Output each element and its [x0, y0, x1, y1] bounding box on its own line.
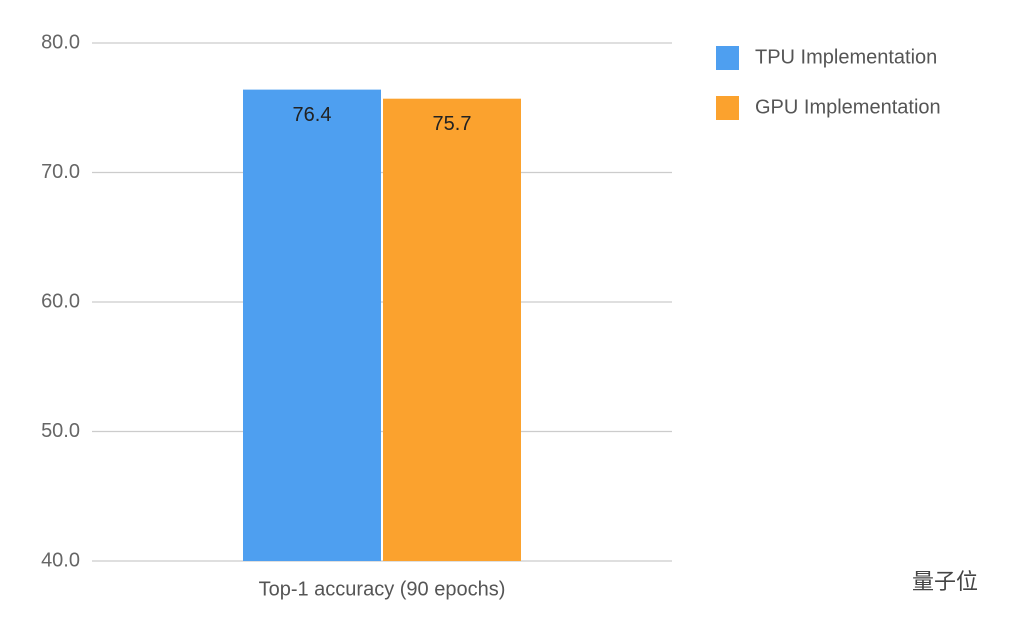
legend-label: TPU Implementation — [755, 46, 937, 68]
legend-label: GPU Implementation — [755, 96, 941, 118]
x-tick-label: Top-1 accuracy (90 epochs) — [259, 578, 506, 600]
data-label: 76.4 — [293, 104, 332, 126]
bar — [383, 98, 521, 561]
watermark: 量子位 — [912, 569, 978, 594]
legend-swatch — [716, 46, 739, 70]
data-label: 75.7 — [433, 113, 472, 135]
y-tick-label: 60.0 — [41, 290, 80, 312]
y-tick-label: 80.0 — [41, 31, 80, 53]
bar — [243, 89, 381, 562]
y-tick-label: 50.0 — [41, 420, 80, 442]
y-tick-label: 40.0 — [41, 549, 80, 571]
y-tick-label: 70.0 — [41, 161, 80, 183]
legend-swatch — [716, 96, 739, 120]
